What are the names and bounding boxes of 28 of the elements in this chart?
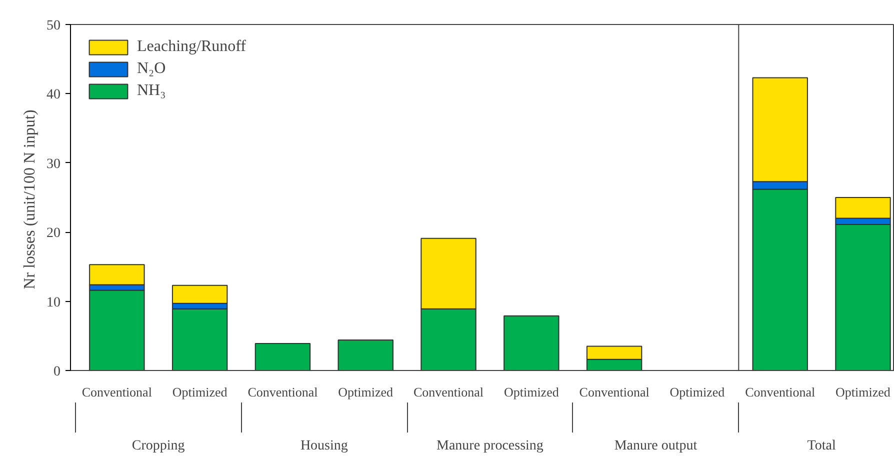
text: Manure output bbox=[614, 438, 698, 454]
text: Manure processing bbox=[436, 438, 544, 454]
y-tick-label: 50 bbox=[46, 18, 60, 34]
legend-label: N₂O bbox=[137, 60, 166, 78]
x-tick-label: Conventional bbox=[413, 384, 484, 400]
y-tick-label: 10 bbox=[46, 295, 60, 310]
bar bbox=[254, 343, 311, 370]
y-tick-label: 0 bbox=[54, 364, 60, 380]
x-tick-label: Conventional bbox=[248, 384, 318, 400]
text: Housing bbox=[300, 438, 348, 454]
x-tick-label: Optimized bbox=[338, 384, 394, 400]
x-tick-label: Optimized bbox=[670, 384, 726, 400]
y-tick-label: 40 bbox=[46, 88, 60, 103]
text: Cropping bbox=[132, 438, 185, 454]
x-tick-label: Conventional bbox=[745, 384, 816, 400]
x-tick-label: Optimized bbox=[836, 384, 891, 400]
y-tick-label: 30 bbox=[46, 156, 60, 172]
x-tick-label: Optimized bbox=[172, 384, 228, 400]
y-axis-title: Nr losses (unit/100 N input) bbox=[22, 110, 38, 290]
legend-label: Leaching/Runoff bbox=[137, 38, 246, 56]
x-tick-label: Conventional bbox=[82, 384, 152, 400]
x-tick-label: Optimized bbox=[504, 384, 560, 400]
legend-label: NH₃ bbox=[137, 82, 166, 100]
y-tick-label: 20 bbox=[46, 226, 60, 242]
bar bbox=[338, 340, 394, 370]
text: Total bbox=[807, 438, 836, 454]
bar bbox=[504, 315, 560, 370]
x-tick-label: Conventional bbox=[579, 384, 650, 400]
